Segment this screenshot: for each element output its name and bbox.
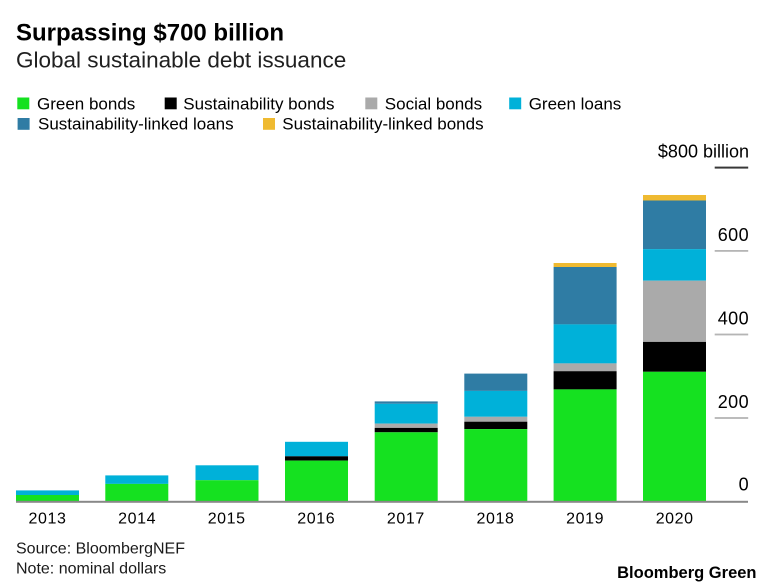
svg-text:Bloomberg Green: Bloomberg Green [617,564,756,582]
svg-text:2014: 2014 [118,510,156,527]
svg-text:Global sustainable debt issuan: Global sustainable debt issuance [16,47,346,72]
svg-text:2015: 2015 [208,510,246,527]
svg-text:Note: nominal dollars: Note: nominal dollars [16,561,166,578]
svg-text:Sustainability-linked loans: Sustainability-linked loans [38,115,234,134]
svg-text:2017: 2017 [387,510,425,527]
svg-text:2019: 2019 [566,510,604,527]
svg-text:Green bonds: Green bonds [37,94,135,113]
svg-text:Sustainability bonds: Sustainability bonds [183,94,334,113]
svg-text:Social bonds: Social bonds [385,94,482,113]
svg-text:Surpassing $700 billion: Surpassing $700 billion [16,20,284,47]
svg-text:600: 600 [718,225,749,245]
svg-text:400: 400 [718,309,749,329]
svg-text:2018: 2018 [477,510,515,527]
svg-text:0: 0 [739,475,749,495]
svg-text:2020: 2020 [656,510,694,527]
svg-text:2013: 2013 [29,510,67,527]
svg-text:Source: BloombergNEF: Source: BloombergNEF [16,541,185,558]
svg-text:200: 200 [718,392,749,412]
svg-text:Sustainability-linked bonds: Sustainability-linked bonds [282,115,483,134]
svg-text:Green loans: Green loans [529,94,622,113]
svg-text:$800 billion: $800 billion [658,141,749,161]
svg-text:2016: 2016 [297,510,335,527]
